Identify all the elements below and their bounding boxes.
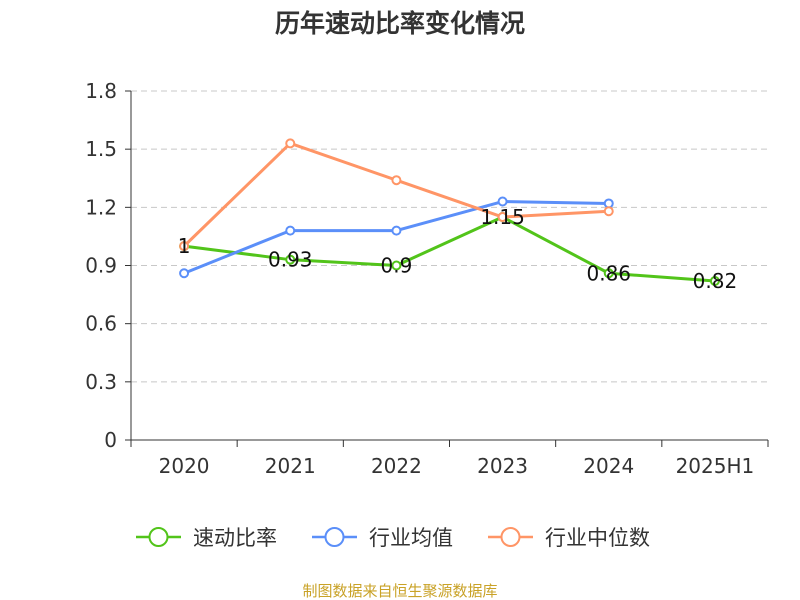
y-tick-label: 1.2: [85, 195, 117, 219]
data-point[interactable]: [285, 138, 296, 149]
data-point[interactable]: [497, 196, 508, 207]
data-point[interactable]: [497, 212, 508, 223]
data-label: 1.15: [480, 205, 525, 229]
data-label: 0.82: [693, 269, 738, 293]
legend-item[interactable]: 行业均值: [312, 526, 453, 550]
legend-item[interactable]: 速动比率: [136, 526, 277, 550]
x-tick-label: 2020: [159, 454, 210, 478]
data-label: 0.86: [586, 261, 631, 285]
data-point[interactable]: [391, 225, 402, 236]
legend-label: 速动比率: [193, 526, 277, 550]
data-label: 1: [178, 234, 191, 258]
x-tick-label: 2024: [583, 454, 634, 478]
legend-label: 行业均值: [369, 526, 453, 550]
legend-marker: [148, 527, 169, 547]
data-point[interactable]: [603, 206, 614, 217]
legend-marker: [500, 527, 521, 547]
y-tick-label: 1.8: [85, 79, 117, 103]
data-label: 0.93: [268, 248, 313, 272]
data-label: 0.9: [381, 254, 413, 278]
data-point[interactable]: [285, 225, 296, 236]
y-tick-label: 0.9: [85, 254, 117, 278]
series-line-0: [183, 215, 716, 283]
legend-label: 行业中位数: [545, 526, 650, 550]
data-point[interactable]: [285, 254, 296, 265]
legend-item[interactable]: 行业中位数: [488, 526, 650, 550]
data-point[interactable]: [709, 276, 720, 287]
source-note: 制图数据来自恒生聚源数据库: [302, 582, 497, 600]
y-tick-label: 0.3: [85, 370, 117, 394]
y-tick-label: 0.6: [85, 312, 117, 336]
x-tick-label: 2021: [265, 454, 316, 478]
x-tick-label: 2023: [477, 454, 528, 478]
data-point[interactable]: [603, 268, 614, 279]
y-tick-label: 0: [104, 428, 117, 452]
chart-title: 历年速动比率变化情况: [275, 9, 525, 38]
y-tick-label: 1.5: [85, 137, 117, 161]
data-point[interactable]: [391, 260, 402, 271]
x-tick-label: 2022: [371, 454, 422, 478]
data-point[interactable]: [391, 175, 402, 186]
data-point[interactable]: [179, 241, 190, 252]
data-point[interactable]: [179, 268, 190, 279]
x-tick-label: 2025H1: [676, 454, 755, 478]
legend-marker: [324, 527, 345, 547]
